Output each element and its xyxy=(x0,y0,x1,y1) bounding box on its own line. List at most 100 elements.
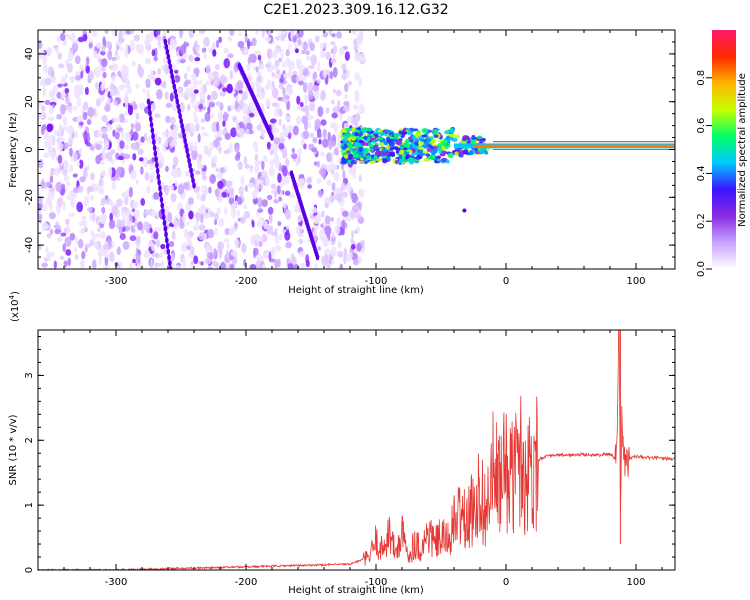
spectrogram-cell xyxy=(91,30,98,37)
spectrogram-cell xyxy=(258,240,263,248)
spectrogram-cell xyxy=(295,115,302,125)
spectrogram-cell xyxy=(66,181,71,187)
spectrogram-cell xyxy=(194,106,200,113)
spectrogram-cell xyxy=(94,233,101,238)
spectrogram-cell xyxy=(337,250,344,258)
band-cell xyxy=(384,151,391,156)
spectrogram-cell xyxy=(135,83,140,89)
spectrogram-cell xyxy=(353,40,357,52)
spectrogram-cell xyxy=(84,86,89,96)
spectrogram-cell xyxy=(130,169,137,180)
spectrogram-cell xyxy=(119,232,126,240)
band-cell xyxy=(477,135,483,140)
spectrogram-cell xyxy=(102,71,107,79)
svg-text:(x104): (x104) xyxy=(8,291,21,322)
spectrogram-cell xyxy=(72,192,77,199)
spectrogram-cell xyxy=(271,142,279,151)
spectrogram-cell xyxy=(347,251,353,260)
spectrogram-cell xyxy=(219,167,225,174)
spectrogram-cell xyxy=(355,112,361,122)
spectrogram-cell xyxy=(59,104,66,115)
band-cell xyxy=(412,144,416,149)
spectrogram-x-axis: -300 -200 -100 0 100 xyxy=(37,30,663,287)
band-cell xyxy=(366,133,373,137)
spectrogram-cell xyxy=(288,60,296,71)
spectrogram-cell xyxy=(132,258,136,264)
spectrogram-cell xyxy=(257,197,263,208)
spectrogram-streak-cell xyxy=(164,43,169,51)
spectrogram-cell xyxy=(86,118,92,126)
spectrogram-cell xyxy=(169,38,174,49)
spectrogram-cell xyxy=(317,61,321,73)
spectrogram-cell xyxy=(188,54,194,62)
spectrogram-cell xyxy=(159,251,163,258)
spectrogram-cell xyxy=(197,133,201,143)
x-tick-label: 0 xyxy=(503,276,509,287)
spectrogram-cell xyxy=(41,204,48,212)
spectrogram-cell xyxy=(316,78,321,84)
spectrogram-cell xyxy=(47,66,55,77)
spectrogram-cell xyxy=(48,212,56,220)
spectrogram-cell xyxy=(282,123,286,130)
spectrogram-cell xyxy=(251,190,258,200)
spectrogram-cell xyxy=(285,158,290,168)
band-cell xyxy=(415,131,422,137)
spectrogram-cell xyxy=(53,129,60,136)
spectrogram-streak-cell xyxy=(148,110,152,117)
spectrogram-cell xyxy=(350,209,356,219)
spectrogram-cell xyxy=(317,189,324,198)
spectrogram-cell xyxy=(54,228,61,235)
spectrogram-cell xyxy=(201,184,208,194)
spectrogram-cell xyxy=(78,147,82,155)
band-cell xyxy=(343,143,347,148)
spectrogram-cell xyxy=(63,159,69,170)
spectrogram-cell xyxy=(83,101,89,111)
spectrogram-cell xyxy=(64,33,69,38)
spectrogram-cell xyxy=(255,66,259,73)
spectrogram-cell xyxy=(271,80,275,88)
spectrogram-cell xyxy=(259,255,265,262)
spectrogram-cell xyxy=(287,263,294,269)
band-cell xyxy=(440,157,448,163)
x-tick-label: 0 xyxy=(503,577,509,588)
colorbar-ticks: 0.0 0.2 0.4 0.6 0.8 xyxy=(696,70,712,277)
spectrogram-cell xyxy=(60,76,67,85)
spectrogram-cell xyxy=(316,178,322,184)
spectrogram-cell xyxy=(354,52,362,62)
spectrogram-cell xyxy=(117,37,125,43)
spectrogram-cell xyxy=(279,137,286,144)
spectrogram-cell xyxy=(63,260,68,268)
spectrogram-cell xyxy=(261,170,268,178)
spectrogram-cell xyxy=(44,77,52,86)
spectrogram-cell xyxy=(61,183,66,189)
spectrogram-cell xyxy=(351,30,357,35)
spectrogram-cell xyxy=(149,166,154,171)
spectrogram-streak-cell xyxy=(151,133,155,140)
spectrogram-cell xyxy=(262,155,268,161)
spectrogram-cell xyxy=(38,245,42,251)
spectrogram-cell xyxy=(88,42,93,49)
spectrogram-cell xyxy=(72,151,78,162)
spectrogram-cell xyxy=(234,144,240,153)
spectrogram-cell xyxy=(255,236,263,242)
spectrogram-streak-cell xyxy=(164,236,169,244)
band-cell xyxy=(400,158,407,162)
spectrogram-cell xyxy=(278,57,283,62)
spectrogram-cell xyxy=(305,50,310,56)
spectrogram-cell xyxy=(171,262,175,269)
spectrogram-cell xyxy=(354,72,360,82)
spectrogram-cell xyxy=(42,62,48,74)
spectrogram-cell xyxy=(125,99,129,111)
spectrogram-cell xyxy=(214,227,218,235)
spectrogram-cell xyxy=(230,104,236,110)
spectrogram-cell xyxy=(88,39,94,44)
spectrogram-cell xyxy=(297,214,304,221)
spectrogram-cell xyxy=(354,89,360,101)
spectrogram-cell xyxy=(323,42,327,49)
spectrogram-cell xyxy=(157,68,161,75)
spectrogram-cell xyxy=(176,58,180,65)
spectrogram-cell xyxy=(347,80,353,86)
spectrogram-cell xyxy=(269,158,275,167)
band-cell xyxy=(374,151,381,156)
spectrogram-cell xyxy=(281,61,287,68)
